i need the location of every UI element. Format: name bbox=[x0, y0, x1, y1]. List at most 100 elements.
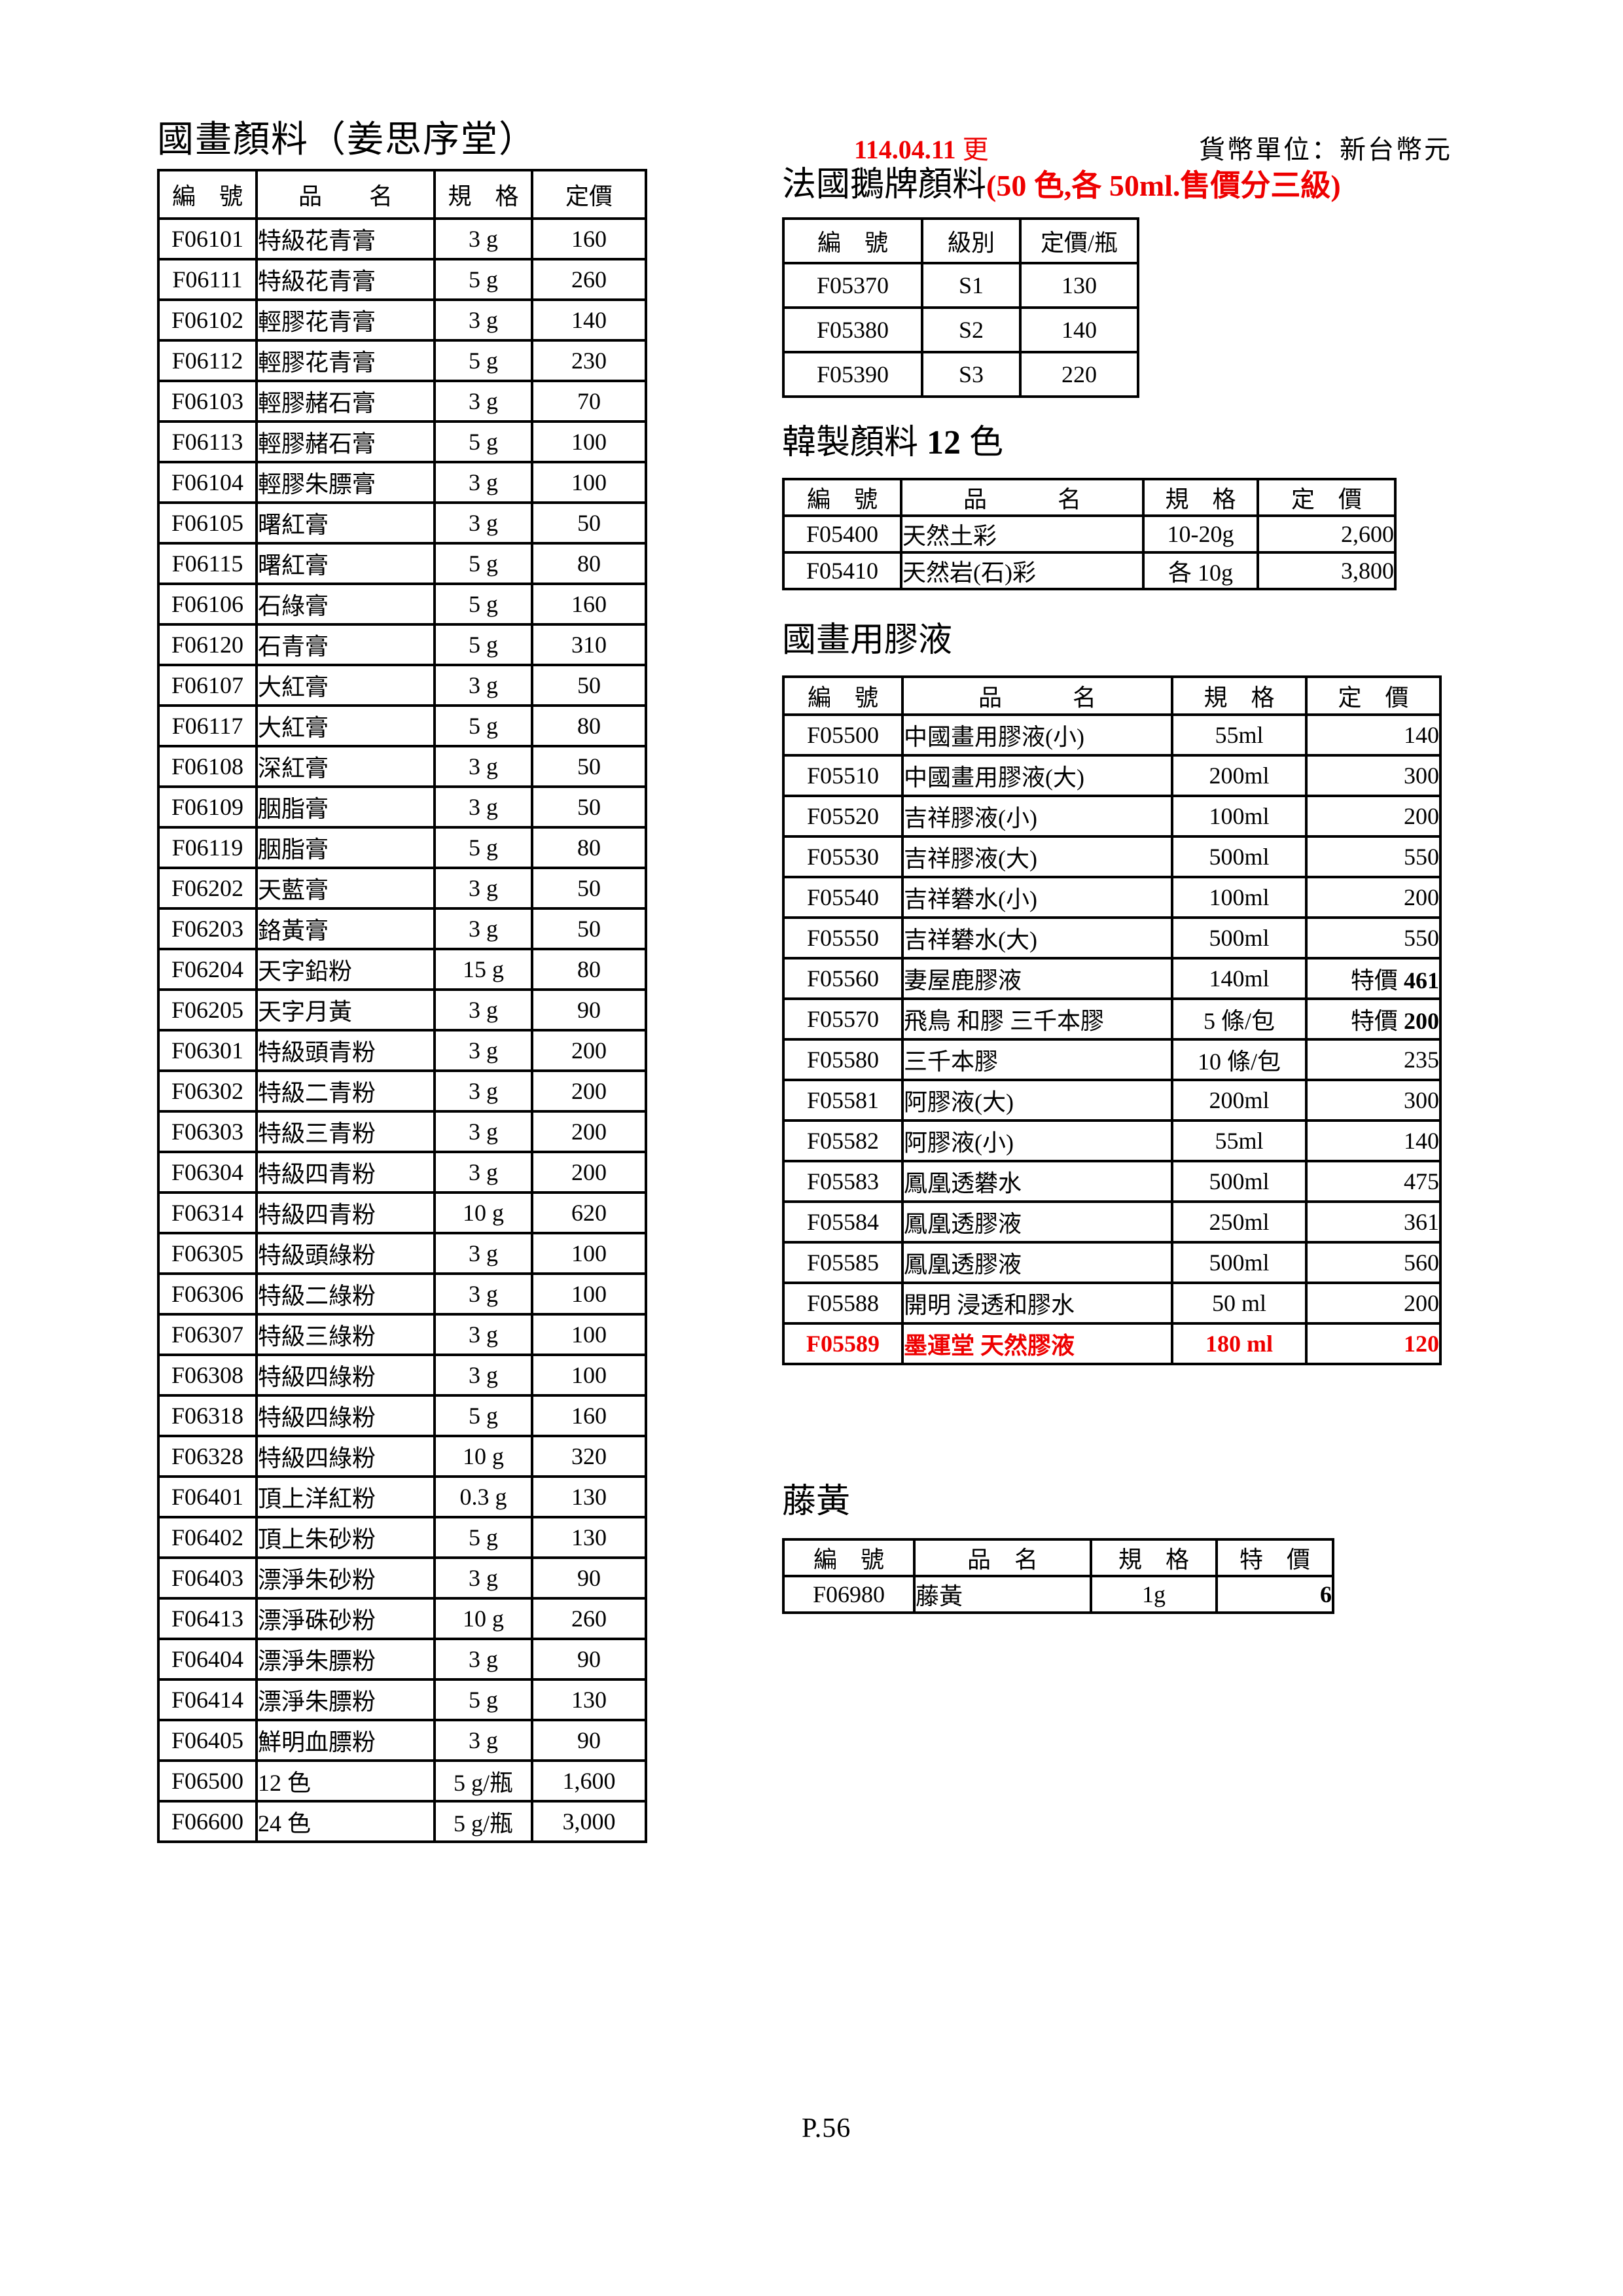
cell: F06402 bbox=[157, 1516, 258, 1559]
cell: 90 bbox=[531, 988, 647, 1031]
cell: 5 g/瓶 bbox=[433, 1800, 533, 1843]
column-header-spec: 規 格 bbox=[433, 169, 533, 220]
korean-section-title: 韓製顏料 12 色 bbox=[782, 424, 1003, 461]
cell: 胭脂膏 bbox=[255, 826, 436, 869]
cell: 3 g bbox=[433, 461, 533, 504]
cell: 140 bbox=[531, 298, 647, 342]
cell: 3 g bbox=[433, 217, 533, 260]
cell: 3 g bbox=[433, 664, 533, 707]
table-row: F06120 石青膏 5 g 310 bbox=[157, 623, 647, 666]
cell: 120 bbox=[1305, 1322, 1442, 1365]
cell: F05582 bbox=[782, 1119, 904, 1162]
cell: 特級頭青粉 bbox=[255, 1029, 436, 1072]
cell: 130 bbox=[531, 1475, 647, 1518]
cell: 160 bbox=[531, 217, 647, 260]
column-header-price: 定 價 bbox=[1305, 675, 1442, 716]
cell: 180 ml bbox=[1171, 1322, 1308, 1365]
cell: F06414 bbox=[157, 1678, 258, 1721]
cell: 中國畫用膠液(小) bbox=[901, 713, 1173, 757]
update-date: 114.04.11 更 bbox=[854, 128, 989, 166]
korean-title-post: 色 bbox=[961, 424, 1004, 461]
cell: 飛鳥 和膠 三千本膠 bbox=[901, 997, 1173, 1041]
cell: 100 bbox=[531, 1272, 647, 1316]
cell: 3,000 bbox=[531, 1800, 647, 1843]
korean-pigment-table: 編 號 品 名 規 格 定 價 F05400 天然土彩 10-20g 2,600 F05… bbox=[782, 478, 1397, 590]
table-row: F06117 大紅膏 5 g 80 bbox=[157, 704, 647, 747]
cell: 天然岩(石)彩 bbox=[900, 551, 1145, 590]
table-row: F06109 胭脂膏 3 g 50 bbox=[157, 785, 647, 829]
table-row: F05585 鳳凰透膠液 500ml 560 bbox=[782, 1241, 1442, 1284]
table-header-row: 編 號 品 名 規 格 特 價 bbox=[782, 1538, 1334, 1577]
column-header-special-price: 特 價 bbox=[1215, 1538, 1334, 1577]
cell: 100ml bbox=[1171, 795, 1308, 838]
cell: 漂淨朱砂粉 bbox=[255, 1556, 436, 1600]
cell: F06405 bbox=[157, 1719, 258, 1762]
cell: 特級花青膏 bbox=[255, 217, 436, 260]
cell: 天然土彩 bbox=[900, 514, 1145, 554]
cell: 石青膏 bbox=[255, 623, 436, 666]
cell: 55ml bbox=[1171, 713, 1308, 757]
column-header-code: 編 號 bbox=[782, 675, 904, 716]
cell: 特級四綠粉 bbox=[255, 1394, 436, 1437]
table-row: F06102 輕膠花青膏 3 g 140 bbox=[157, 298, 647, 342]
table-row: F06302 特級二青粉 3 g 200 bbox=[157, 1069, 647, 1113]
cell: 漂淨朱膘粉 bbox=[255, 1638, 436, 1681]
cell: F06115 bbox=[157, 542, 258, 585]
cell: 5 g bbox=[433, 339, 533, 382]
cell: 3 g bbox=[433, 745, 533, 788]
table-row: F06314 特級四青粉 10 g 620 bbox=[157, 1191, 647, 1234]
table-row: F05410 天然岩(石)彩各 10g 3,800 bbox=[782, 551, 1397, 590]
cell: 50 bbox=[531, 867, 647, 910]
cell: 吉祥礬水(小) bbox=[901, 876, 1173, 919]
table-row: F06104 輕膠朱膘膏 3 g 100 bbox=[157, 461, 647, 504]
cell: 3 g bbox=[433, 1232, 533, 1275]
table-row: F06328 特級四綠粉 10 g 320 bbox=[157, 1435, 647, 1478]
cell: 130 bbox=[531, 1516, 647, 1559]
cell: 5 g bbox=[433, 1516, 533, 1559]
cell: 墨運堂 天然膠液 bbox=[901, 1322, 1173, 1365]
korean-title-number: 12 bbox=[927, 424, 961, 461]
cell: 妻屋鹿膠液 bbox=[901, 957, 1173, 1000]
cell: 300 bbox=[1305, 1079, 1442, 1122]
cell: 2,600 bbox=[1257, 514, 1397, 554]
cell: 5 g bbox=[433, 542, 533, 585]
column-header-name: 品 名 bbox=[900, 478, 1145, 517]
table-row: F05390 S3 220 bbox=[782, 351, 1139, 398]
cell: 10 g bbox=[433, 1597, 533, 1640]
cell: S2 bbox=[921, 306, 1022, 353]
table-row: F06107 大紅膏 3 g 50 bbox=[157, 664, 647, 707]
cell: F06500 bbox=[157, 1759, 258, 1803]
table-row: F06414 漂淨朱膘粉 5 g 130 bbox=[157, 1678, 647, 1721]
table-row: F05400 天然土彩 10-20g 2,600 bbox=[782, 514, 1397, 554]
cell: 300 bbox=[1305, 754, 1442, 797]
cell: 12 色 bbox=[255, 1759, 436, 1803]
column-header-name: 品 名 bbox=[255, 169, 436, 220]
cell: 特級三綠粉 bbox=[255, 1313, 436, 1356]
cell: 80 bbox=[531, 542, 647, 585]
cell: F06328 bbox=[157, 1435, 258, 1478]
cell: 藤黃 bbox=[913, 1575, 1092, 1614]
table-row: F06119 胭脂膏 5 g 80 bbox=[157, 826, 647, 869]
french-title-black: 法國鵝牌顏料 bbox=[782, 166, 987, 204]
table-header-row: 編 號 級別 定價/瓶 bbox=[782, 217, 1139, 264]
cell: 三千本膠 bbox=[901, 1038, 1173, 1081]
cell: 140 bbox=[1305, 713, 1442, 757]
cell: F05400 bbox=[782, 514, 902, 554]
cell: 10 g bbox=[433, 1191, 533, 1234]
cell: 3 g bbox=[433, 1110, 533, 1153]
cell: 3 g bbox=[433, 1313, 533, 1356]
left-section-title: 國畫顏料（姜思序堂） bbox=[157, 120, 537, 160]
glue-section-title: 國畫用膠液 bbox=[782, 622, 953, 659]
cell: F06117 bbox=[157, 704, 258, 747]
column-header-price: 定價 bbox=[531, 169, 647, 220]
cell: 200 bbox=[531, 1069, 647, 1113]
cell: 100 bbox=[531, 1354, 647, 1397]
cell: 50 ml bbox=[1171, 1282, 1308, 1325]
table-row: F05500 中國畫用膠液(小) 55ml 140 bbox=[782, 713, 1442, 757]
table-row: F05570 飛鳥 和膠 三千本膠 5 條/包 特價 200 bbox=[782, 997, 1442, 1041]
french-title-red-note: (50 色,各 50ml.售價分三級) bbox=[986, 169, 1341, 202]
cell: F06105 bbox=[157, 501, 258, 545]
